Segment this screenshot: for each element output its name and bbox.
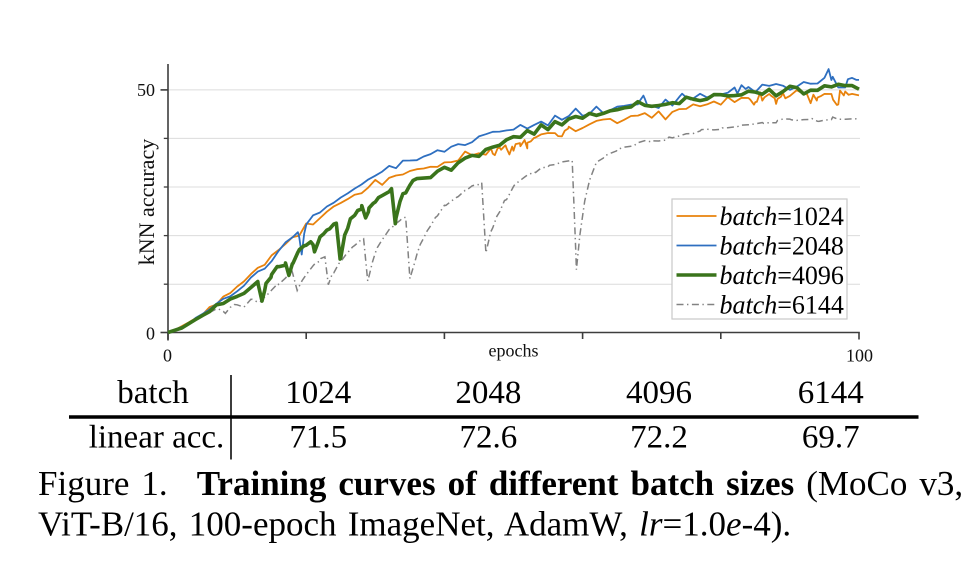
svg-text:100: 100 xyxy=(846,346,873,366)
svg-text:linear acc.: linear acc. xyxy=(89,420,225,456)
svg-text:69.7: 69.7 xyxy=(802,420,860,456)
svg-text:72.2: 72.2 xyxy=(630,420,688,456)
svg-text:batch=1024: batch=1024 xyxy=(720,202,844,231)
svg-text:71.5: 71.5 xyxy=(289,420,347,456)
svg-text:epochs: epochs xyxy=(489,341,539,361)
svg-text:1024: 1024 xyxy=(285,375,351,411)
svg-text:batch=6144: batch=6144 xyxy=(720,291,844,320)
svg-text:batch=2048: batch=2048 xyxy=(720,232,844,261)
svg-text:batch=4096: batch=4096 xyxy=(720,261,844,290)
svg-text:0: 0 xyxy=(146,324,155,344)
svg-text:kNN accuracy: kNN accuracy xyxy=(134,139,159,265)
svg-text:4096: 4096 xyxy=(626,375,692,411)
svg-text:ViT-B/16, 100-epoch ImageNet,: ViT-B/16, 100-epoch ImageNet, AdamW, lr=… xyxy=(38,505,791,544)
svg-text:72.6: 72.6 xyxy=(460,420,518,456)
svg-text:Figure 1.Training curves of di: Figure 1. Training curves of different ba… xyxy=(38,464,963,503)
svg-text:50: 50 xyxy=(137,80,155,100)
svg-text:batch: batch xyxy=(117,375,189,411)
svg-text:6144: 6144 xyxy=(798,375,864,411)
svg-text:2048: 2048 xyxy=(455,375,521,411)
svg-text:0: 0 xyxy=(163,346,172,366)
